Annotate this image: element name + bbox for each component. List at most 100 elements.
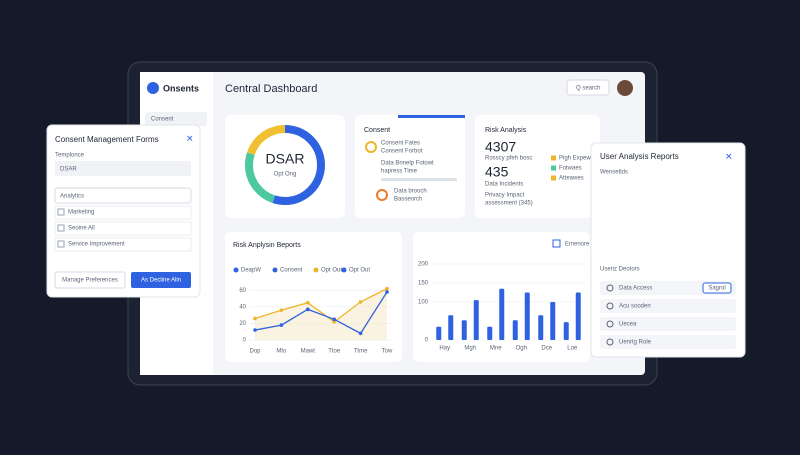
legend-label: Pigh Expewe <box>559 156 595 162</box>
sidebar-search[interactable] <box>145 112 207 126</box>
text-input[interactable] <box>55 161 191 176</box>
checkbox[interactable] <box>57 224 65 232</box>
bar-chart-icon <box>552 239 561 248</box>
close-icon[interactable]: ✕ <box>186 133 194 143</box>
legend-swatch <box>551 175 556 181</box>
y-tick-label: 60 <box>239 288 246 294</box>
item-subtitle: Consent Forbot <box>381 149 423 155</box>
x-tick-label: Ttme <box>354 349 368 355</box>
bar <box>563 322 569 340</box>
list-row[interactable] <box>600 299 736 313</box>
item-subtitle: Basseorch <box>394 197 422 203</box>
consent-card <box>355 115 465 218</box>
item-title: Data Bnnelp Fotowt <box>381 161 434 167</box>
brand-logo <box>147 82 159 94</box>
donut-segment <box>245 125 325 205</box>
bar <box>538 315 544 340</box>
item-icon <box>365 141 377 153</box>
panel-title: User Analysis Reports <box>600 152 679 161</box>
row-button-label: Sagrol <box>708 286 725 292</box>
avatar[interactable] <box>617 80 633 96</box>
row-label: Uecea <box>619 322 637 328</box>
risk-card <box>475 115 600 218</box>
progress-track <box>381 178 457 181</box>
secondary-button[interactable] <box>54 271 126 289</box>
y-tick-label: 0 <box>425 338 429 344</box>
bar <box>524 292 530 340</box>
dropdown[interactable] <box>54 187 192 204</box>
row-label: Data Access <box>619 286 652 292</box>
section-title: Useriz Deotors <box>600 267 640 273</box>
input-value: DSAR <box>60 167 77 173</box>
y-tick-label: 40 <box>239 304 246 310</box>
legend-swatch <box>551 165 556 171</box>
x-tick-label: Mne <box>490 346 502 352</box>
item-icon <box>376 189 388 201</box>
list-row[interactable] <box>600 281 736 295</box>
row-icon <box>606 302 614 310</box>
point <box>385 290 389 294</box>
sidebar-search-text: Consent <box>151 117 174 123</box>
option-label: Marketing <box>68 210 94 216</box>
legend-label: DeapW <box>241 268 261 274</box>
legend-label: Atteawes <box>559 176 584 182</box>
checkbox[interactable] <box>57 208 65 216</box>
option-row <box>54 237 192 252</box>
field-label: Templonce <box>55 153 85 159</box>
x-tick-label: Tow <box>382 349 393 355</box>
option-label: Seoine All <box>68 226 95 232</box>
row-label: Uenrtg Role <box>619 340 652 346</box>
option-row <box>54 205 192 220</box>
dsar-subtitle: Opt Ong <box>274 172 297 178</box>
bar-chart-title: Emenore <box>565 242 590 248</box>
point <box>279 308 284 312</box>
close-icon[interactable]: ✕ <box>725 151 733 161</box>
metric-label: assessment (345) <box>485 201 533 207</box>
row-icon <box>606 284 614 292</box>
primary-button[interactable] <box>131 272 191 288</box>
legend-dot <box>341 267 347 273</box>
legend-dot <box>272 267 278 273</box>
page-title: Central Dashboard <box>225 83 317 95</box>
row-icon <box>606 320 614 328</box>
x-tick-label: Mgh <box>464 346 476 352</box>
x-tick-label: Ogh <box>516 346 527 352</box>
point <box>385 286 389 291</box>
row-button[interactable] <box>702 282 732 294</box>
panel-title: Consent Management Forms <box>55 135 159 144</box>
point <box>253 316 257 321</box>
item-title: Consent Fates <box>381 141 420 147</box>
bar <box>499 288 505 340</box>
bar <box>575 292 581 340</box>
point <box>332 319 337 324</box>
point <box>358 331 363 336</box>
metric-label: Data Incidents <box>485 182 523 188</box>
y-tick-label: 200 <box>418 262 429 268</box>
list-row[interactable] <box>600 335 736 349</box>
panel-subtitle: Wensetlds <box>600 170 628 176</box>
legend-label: Opt Out <box>321 268 342 274</box>
y-tick-label: 0 <box>243 338 247 344</box>
checkbox[interactable] <box>57 240 65 248</box>
y-tick-label: 100 <box>418 300 429 306</box>
bar <box>473 300 479 340</box>
bar <box>461 320 467 340</box>
bar <box>448 315 454 340</box>
point <box>306 307 310 312</box>
brand: Onsents <box>163 83 199 93</box>
row-label: Acu sooden <box>619 304 651 310</box>
item-subtitle: hapress Time <box>381 169 418 175</box>
dsar-title: DSAR <box>266 151 305 167</box>
x-tick-label: Loe <box>567 346 578 352</box>
point <box>279 323 284 327</box>
metric: 4307 <box>485 139 516 155</box>
option-row <box>54 221 192 236</box>
line-chart-title: Risk Anplysin Beports <box>233 242 301 249</box>
list-row[interactable] <box>600 317 736 331</box>
x-tick-label: Dce <box>541 346 552 352</box>
y-tick-label: 20 <box>239 321 246 327</box>
search-box[interactable] <box>566 79 610 96</box>
bar <box>550 302 556 340</box>
search-text: Q search <box>576 86 600 92</box>
